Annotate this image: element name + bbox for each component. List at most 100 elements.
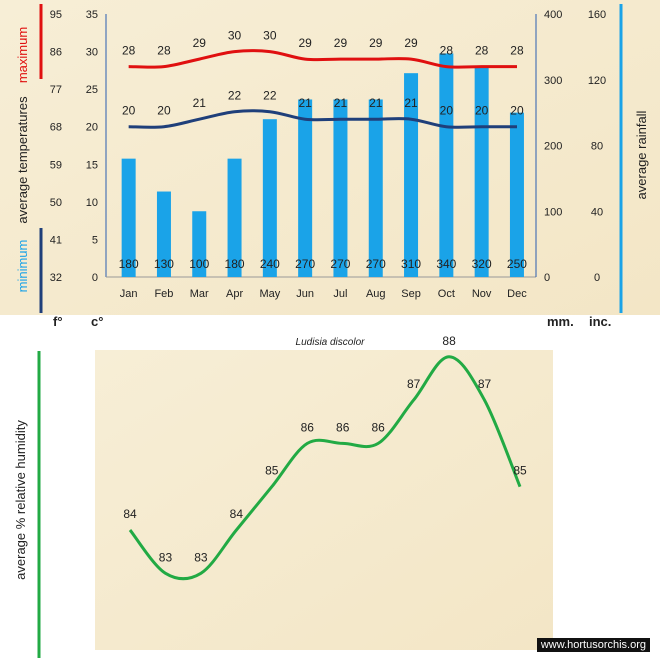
celsius-tick: 0 — [92, 272, 98, 284]
celsius-tick: 20 — [86, 122, 98, 134]
month-label-mar: Mar — [190, 288, 209, 300]
rainfall-bar-oct — [439, 53, 454, 278]
month-label-dec: Dec — [507, 288, 527, 300]
fahrenheit-tick: 77 — [50, 84, 62, 96]
rainfall-value-nov: 320 — [472, 257, 492, 271]
rainfall-bar-mar — [192, 211, 207, 277]
minimum-temp-value-apr: 22 — [228, 89, 242, 103]
humidity-value-jan: 84 — [123, 507, 137, 521]
maximum-temp-value-may: 30 — [263, 29, 277, 43]
rainfall-value-apr: 180 — [225, 257, 245, 271]
minimum-temp-value-aug: 21 — [369, 96, 383, 110]
celsius-tick: 10 — [86, 197, 98, 209]
humidity-line — [128, 355, 522, 581]
rainfall-bar-sep — [404, 73, 419, 277]
fahrenheit-tick: 68 — [50, 122, 62, 134]
rainfall-bar-aug — [368, 99, 383, 277]
watermark: www.hortusorchis.org — [536, 638, 650, 652]
top-chart-background — [0, 0, 660, 315]
maximum-temp-value-nov: 28 — [475, 44, 489, 58]
rainfall-bar-may — [262, 119, 277, 277]
min-label: minimum — [15, 240, 30, 293]
rainfall-bar-feb — [156, 191, 171, 277]
month-label-may: May — [259, 288, 280, 300]
rainfall-value-aug: 270 — [366, 257, 386, 271]
minimum-temp-value-jul: 21 — [334, 96, 348, 110]
fahrenheit-unit: f° — [53, 314, 63, 329]
minimum-temp-value-dec: 20 — [510, 104, 524, 118]
fahrenheit-tick: 95 — [50, 9, 62, 21]
rain-label: average rainfall — [634, 110, 649, 199]
chart-title: Ludisia discolor — [296, 337, 366, 348]
inches-unit: inc. — [589, 314, 611, 329]
maximum-temp-value-oct: 28 — [440, 44, 454, 58]
humidity-value-jul: 86 — [336, 420, 350, 434]
humidity-value-dec: 85 — [513, 464, 527, 478]
month-label-apr: Apr — [226, 288, 243, 300]
humidity-value-feb: 83 — [159, 550, 173, 564]
rainfall-bar-jul — [333, 99, 348, 277]
month-label-jun: Jun — [296, 288, 314, 300]
rainfall-bar-apr — [227, 158, 242, 277]
humidity-value-may: 85 — [265, 464, 279, 478]
minimum-temp-line — [128, 109, 517, 129]
inches-tick: 160 — [588, 9, 606, 21]
minimum-temp-value-may: 22 — [263, 89, 277, 103]
fahrenheit-tick: 41 — [50, 234, 62, 246]
rainfall-value-dec: 250 — [507, 257, 527, 271]
mm-tick: 0 — [544, 272, 550, 284]
maximum-temp-value-sep: 29 — [404, 36, 418, 50]
humidity-value-mar: 83 — [194, 550, 208, 564]
inches-tick: 80 — [591, 141, 603, 153]
maximum-temp-value-mar: 29 — [193, 36, 207, 50]
mm-unit: mm. — [547, 314, 574, 329]
rainfall-bar-dec — [509, 112, 524, 277]
inches-tick: 120 — [588, 75, 606, 87]
humidity-value-sep: 87 — [407, 377, 421, 391]
month-label-jul: Jul — [333, 288, 347, 300]
minimum-temp-value-jan: 20 — [122, 104, 136, 118]
rainfall-value-oct: 340 — [436, 257, 456, 271]
maximum-temp-line — [128, 49, 517, 69]
month-label-jan: Jan — [120, 288, 138, 300]
month-label-feb: Feb — [154, 288, 173, 300]
humidity-value-apr: 84 — [230, 507, 244, 521]
month-label-oct: Oct — [438, 288, 455, 300]
fahrenheit-tick: 32 — [50, 272, 62, 284]
mm-tick: 200 — [544, 141, 562, 153]
humidity-label: average % relative humidity — [13, 420, 28, 580]
max-label: maximum — [15, 27, 30, 83]
avg-temp-label: average temperatures — [15, 96, 30, 224]
celsius-unit: c° — [91, 314, 103, 329]
month-label-nov: Nov — [472, 288, 492, 300]
fahrenheit-tick: 86 — [50, 47, 62, 59]
maximum-temp-value-apr: 30 — [228, 29, 242, 43]
fahrenheit-tick: 50 — [50, 197, 62, 209]
rainfall-bar-jan — [121, 158, 136, 277]
minimum-temp-value-jun: 21 — [298, 96, 312, 110]
maximum-temp-value-feb: 28 — [157, 44, 171, 58]
maximum-temp-value-aug: 29 — [369, 36, 383, 50]
rainfall-value-jun: 270 — [295, 257, 315, 271]
humidity-value-aug: 86 — [372, 420, 386, 434]
mm-tick: 300 — [544, 75, 562, 87]
fahrenheit-tick: 59 — [50, 159, 62, 171]
month-label-sep: Sep — [401, 288, 421, 300]
humidity-value-nov: 87 — [478, 377, 492, 391]
minimum-temp-value-oct: 20 — [440, 104, 454, 118]
rainfall-value-mar: 100 — [189, 257, 209, 271]
minimum-temp-value-feb: 20 — [157, 104, 171, 118]
mm-tick: 100 — [544, 206, 562, 218]
maximum-temp-value-jan: 28 — [122, 44, 136, 58]
inches-tick: 0 — [594, 272, 600, 284]
maximum-temp-value-jul: 29 — [334, 36, 348, 50]
celsius-tick: 5 — [92, 234, 98, 246]
rainfall-bar-jun — [298, 99, 313, 277]
humidity-value-jun: 86 — [301, 420, 315, 434]
celsius-tick: 15 — [86, 159, 98, 171]
rainfall-bar-nov — [474, 66, 489, 277]
humidity-value-oct: 88 — [442, 334, 456, 348]
rainfall-value-sep: 310 — [401, 257, 421, 271]
